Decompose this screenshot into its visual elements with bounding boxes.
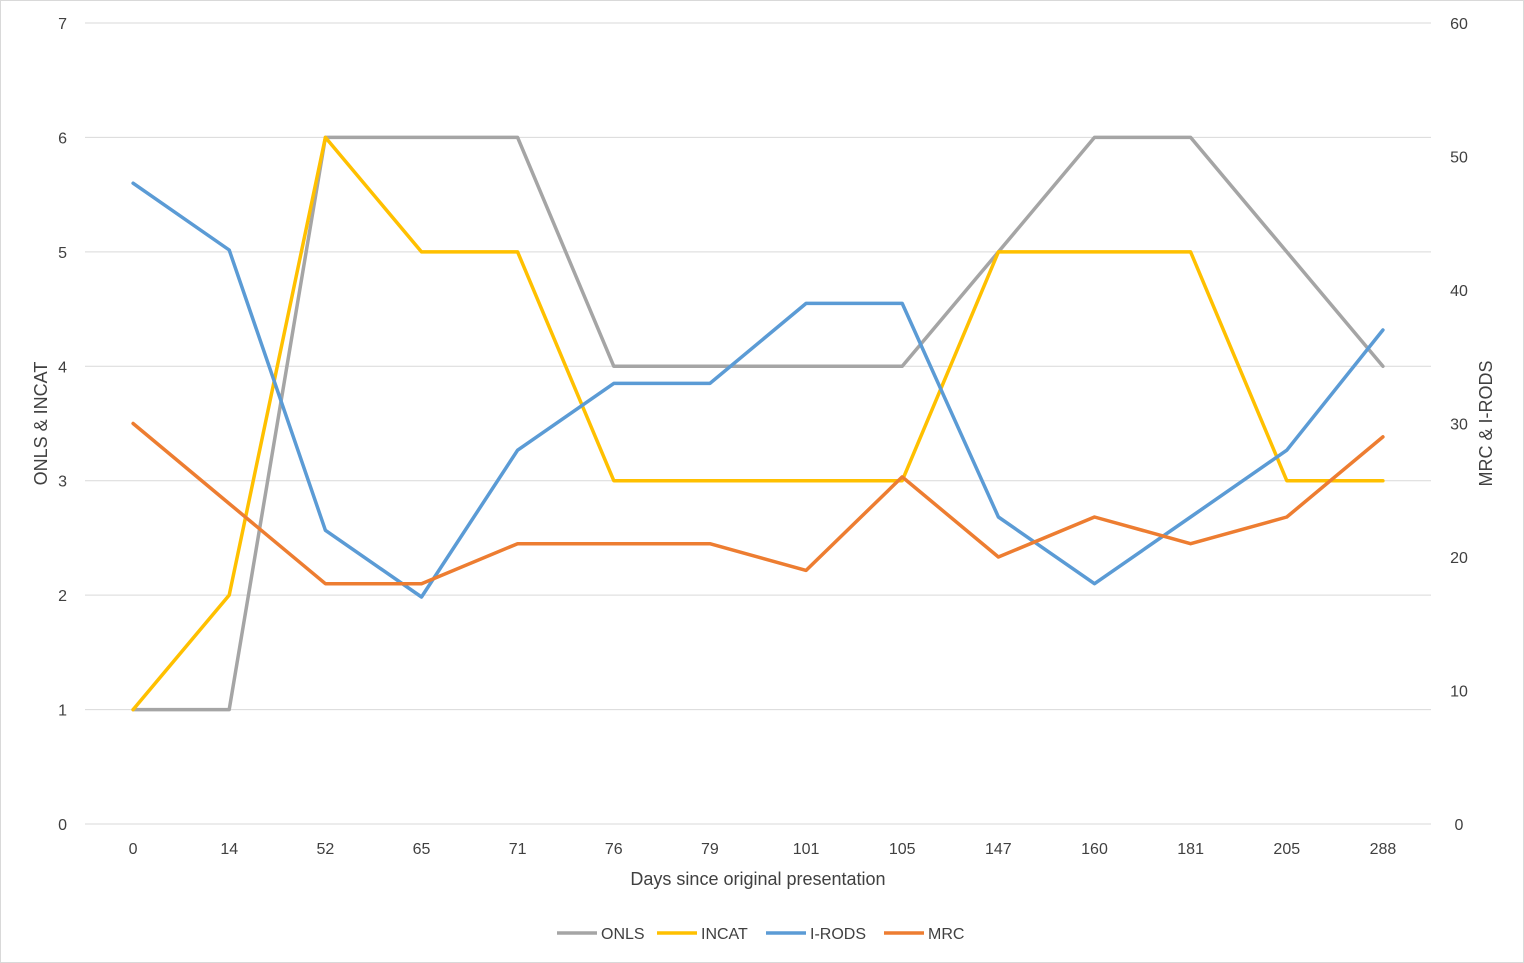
legend-label: INCAT: [701, 926, 748, 943]
x-tick-label: 0: [129, 841, 138, 858]
series-line-i-rods: [131, 181, 1385, 599]
left-tick-label: 5: [58, 245, 67, 262]
x-tick-label: 52: [316, 841, 334, 858]
left-tick-label: 2: [58, 588, 67, 605]
right-tick-label: 20: [1450, 550, 1468, 567]
legend: ONLS INCAT I-RODS MRC: [557, 926, 964, 943]
right-tick-label: 0: [1455, 817, 1464, 834]
legend-item-onls: ONLS: [557, 926, 645, 943]
left-tick-label: 1: [58, 703, 67, 720]
x-tick-label: 205: [1273, 841, 1300, 858]
x-tick-label: 65: [413, 841, 431, 858]
right-tick-label: 30: [1450, 417, 1468, 434]
x-tick-label: 79: [701, 841, 719, 858]
left-tick-label: 7: [58, 16, 67, 33]
x-tick-label: 14: [220, 841, 238, 858]
legend-item-i-rods: I-RODS: [766, 926, 866, 943]
right-axis-title: MRC & I-RODS: [1476, 361, 1496, 487]
x-tick-label: 160: [1081, 841, 1108, 858]
right-tick-label: 50: [1450, 150, 1468, 167]
x-tick-label: 105: [889, 841, 916, 858]
series-line-incat: [131, 135, 1385, 712]
left-tick-label: 4: [58, 359, 67, 376]
series-line-mrc: [131, 421, 1385, 586]
left-tick-label: 0: [58, 817, 67, 834]
legend-item-incat: INCAT: [657, 926, 748, 943]
legend-label: I-RODS: [810, 926, 866, 943]
x-tick-label: 147: [985, 841, 1012, 858]
right-tick-label: 40: [1450, 283, 1468, 300]
left-tick-label: 6: [58, 130, 67, 147]
left-axis-title: ONLS & INCAT: [31, 362, 51, 486]
left-axis-ticks: 0 1 2 3 4 5 6 7: [58, 16, 67, 834]
series-lines: [131, 135, 1385, 712]
legend-item-mrc: MRC: [884, 926, 964, 943]
left-tick-label: 3: [58, 474, 67, 491]
x-tick-label: 71: [509, 841, 527, 858]
x-tick-label: 101: [793, 841, 820, 858]
right-tick-label: 10: [1450, 684, 1468, 701]
x-axis-title: Days since original presentation: [630, 869, 885, 889]
right-axis-ticks: 0 10 20 30 40 50 60: [1450, 16, 1468, 834]
legend-label: ONLS: [601, 926, 645, 943]
legend-label: MRC: [928, 926, 964, 943]
x-tick-label: 288: [1370, 841, 1397, 858]
right-tick-label: 60: [1450, 16, 1468, 33]
x-axis-ticks: 0 14 52 65 71 76 79 101 105 147 160 181 205 288: [129, 841, 1397, 858]
x-tick-label: 181: [1177, 841, 1204, 858]
series-line-onls: [131, 135, 1385, 712]
x-tick-label: 76: [605, 841, 623, 858]
